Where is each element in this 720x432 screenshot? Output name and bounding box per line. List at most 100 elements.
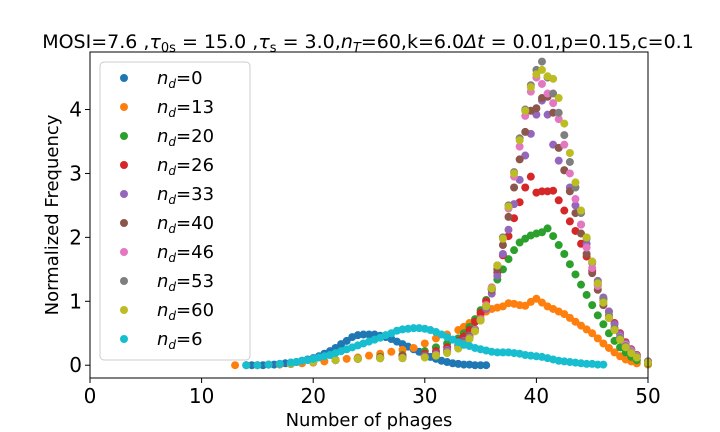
data-point (560, 119, 569, 128)
data-point (353, 354, 362, 363)
data-point (521, 106, 530, 115)
y-tick-label: 3 (69, 161, 82, 185)
data-point (593, 279, 602, 288)
x-tick-label: 0 (84, 384, 97, 408)
data-point (560, 310, 569, 319)
data-point (571, 317, 580, 326)
legend-marker (120, 132, 128, 140)
y-axis-label: Normalized Frequency (42, 114, 63, 315)
data-point (482, 302, 491, 311)
data-point (588, 329, 597, 338)
data-point (571, 178, 580, 187)
legend-entry: nd=13 (157, 97, 214, 120)
data-point (537, 228, 546, 237)
data-point (387, 347, 396, 356)
data-point (537, 79, 546, 88)
legend-marker (120, 277, 128, 285)
data-point (571, 195, 580, 204)
data-point (331, 356, 340, 365)
data-point (554, 94, 563, 103)
legend-frame (99, 61, 251, 361)
legend-entry: nd=0 (157, 68, 203, 91)
legend-marker (120, 190, 128, 198)
data-point (582, 290, 591, 299)
data-point (242, 361, 251, 370)
data-point (554, 196, 563, 205)
data-point (476, 316, 485, 325)
legend-marker (120, 74, 128, 82)
data-point (582, 233, 591, 242)
data-point (537, 57, 546, 66)
data-point (571, 201, 580, 210)
data-point (565, 169, 574, 178)
data-point (443, 349, 452, 358)
data-point (549, 74, 558, 83)
data-point (621, 343, 630, 352)
data-point (504, 212, 513, 221)
data-point (537, 298, 546, 307)
y-tick-label: 2 (69, 225, 82, 249)
legend-marker (120, 161, 128, 169)
data-point (510, 183, 519, 192)
data-point (526, 172, 535, 181)
data-point (431, 334, 440, 343)
legend-entry: nd=6 (157, 329, 203, 352)
data-point (515, 142, 524, 151)
data-point (593, 311, 602, 320)
data-point (577, 229, 586, 238)
data-point (420, 339, 429, 348)
data-point (515, 238, 524, 247)
x-tick-label: 50 (635, 384, 660, 408)
data-point (420, 353, 429, 362)
data-point (560, 249, 569, 258)
legend-marker (120, 248, 128, 256)
legend-marker (120, 335, 128, 343)
x-axis-label: Number of phages (286, 410, 453, 431)
series-9 (242, 324, 608, 370)
data-point (543, 224, 552, 233)
data-point (560, 140, 569, 149)
data-point (493, 348, 502, 357)
data-point (471, 327, 480, 336)
data-point (627, 349, 636, 358)
data-point (554, 156, 563, 165)
data-point (599, 360, 608, 369)
data-point (365, 330, 373, 339)
data-point (582, 325, 591, 334)
data-point (231, 361, 240, 370)
legend-entry: nd=20 (157, 126, 214, 149)
data-point (253, 361, 262, 370)
data-point (532, 110, 541, 119)
data-point (493, 271, 502, 280)
data-point (588, 301, 597, 310)
data-point (471, 361, 480, 370)
data-point (376, 354, 385, 363)
legend: nd=0 nd=13 nd=20 nd=26 nd=33 nd=40 nd=46 nd=53 n… (99, 61, 251, 361)
data-point (610, 348, 619, 357)
data-point (599, 320, 608, 329)
data-point (487, 284, 496, 293)
data-point (582, 243, 591, 252)
chart-title: MOSI=7.6 ,τ0s = 15.0 ,τs = 3.0,nT=60,k=6… (42, 31, 694, 56)
data-point (604, 313, 613, 322)
data-point (521, 301, 530, 310)
data-point (554, 241, 563, 250)
plot-area (231, 57, 652, 370)
data-point (493, 261, 502, 270)
axes-frame (89, 51, 649, 379)
data-point (498, 249, 507, 258)
x-tick-label: 20 (300, 384, 325, 408)
legend-entry: nd=46 (157, 242, 214, 265)
legend-marker (120, 103, 128, 111)
data-point (476, 308, 485, 317)
data-point (498, 241, 507, 250)
data-point (565, 313, 574, 322)
x-tick-label: 30 (412, 384, 437, 408)
data-point (521, 127, 530, 136)
data-point (577, 220, 586, 229)
legend-entry: nd=33 (157, 184, 214, 207)
data-point (610, 326, 619, 335)
data-point (577, 239, 586, 248)
data-point (521, 183, 530, 192)
data-point (543, 89, 552, 98)
